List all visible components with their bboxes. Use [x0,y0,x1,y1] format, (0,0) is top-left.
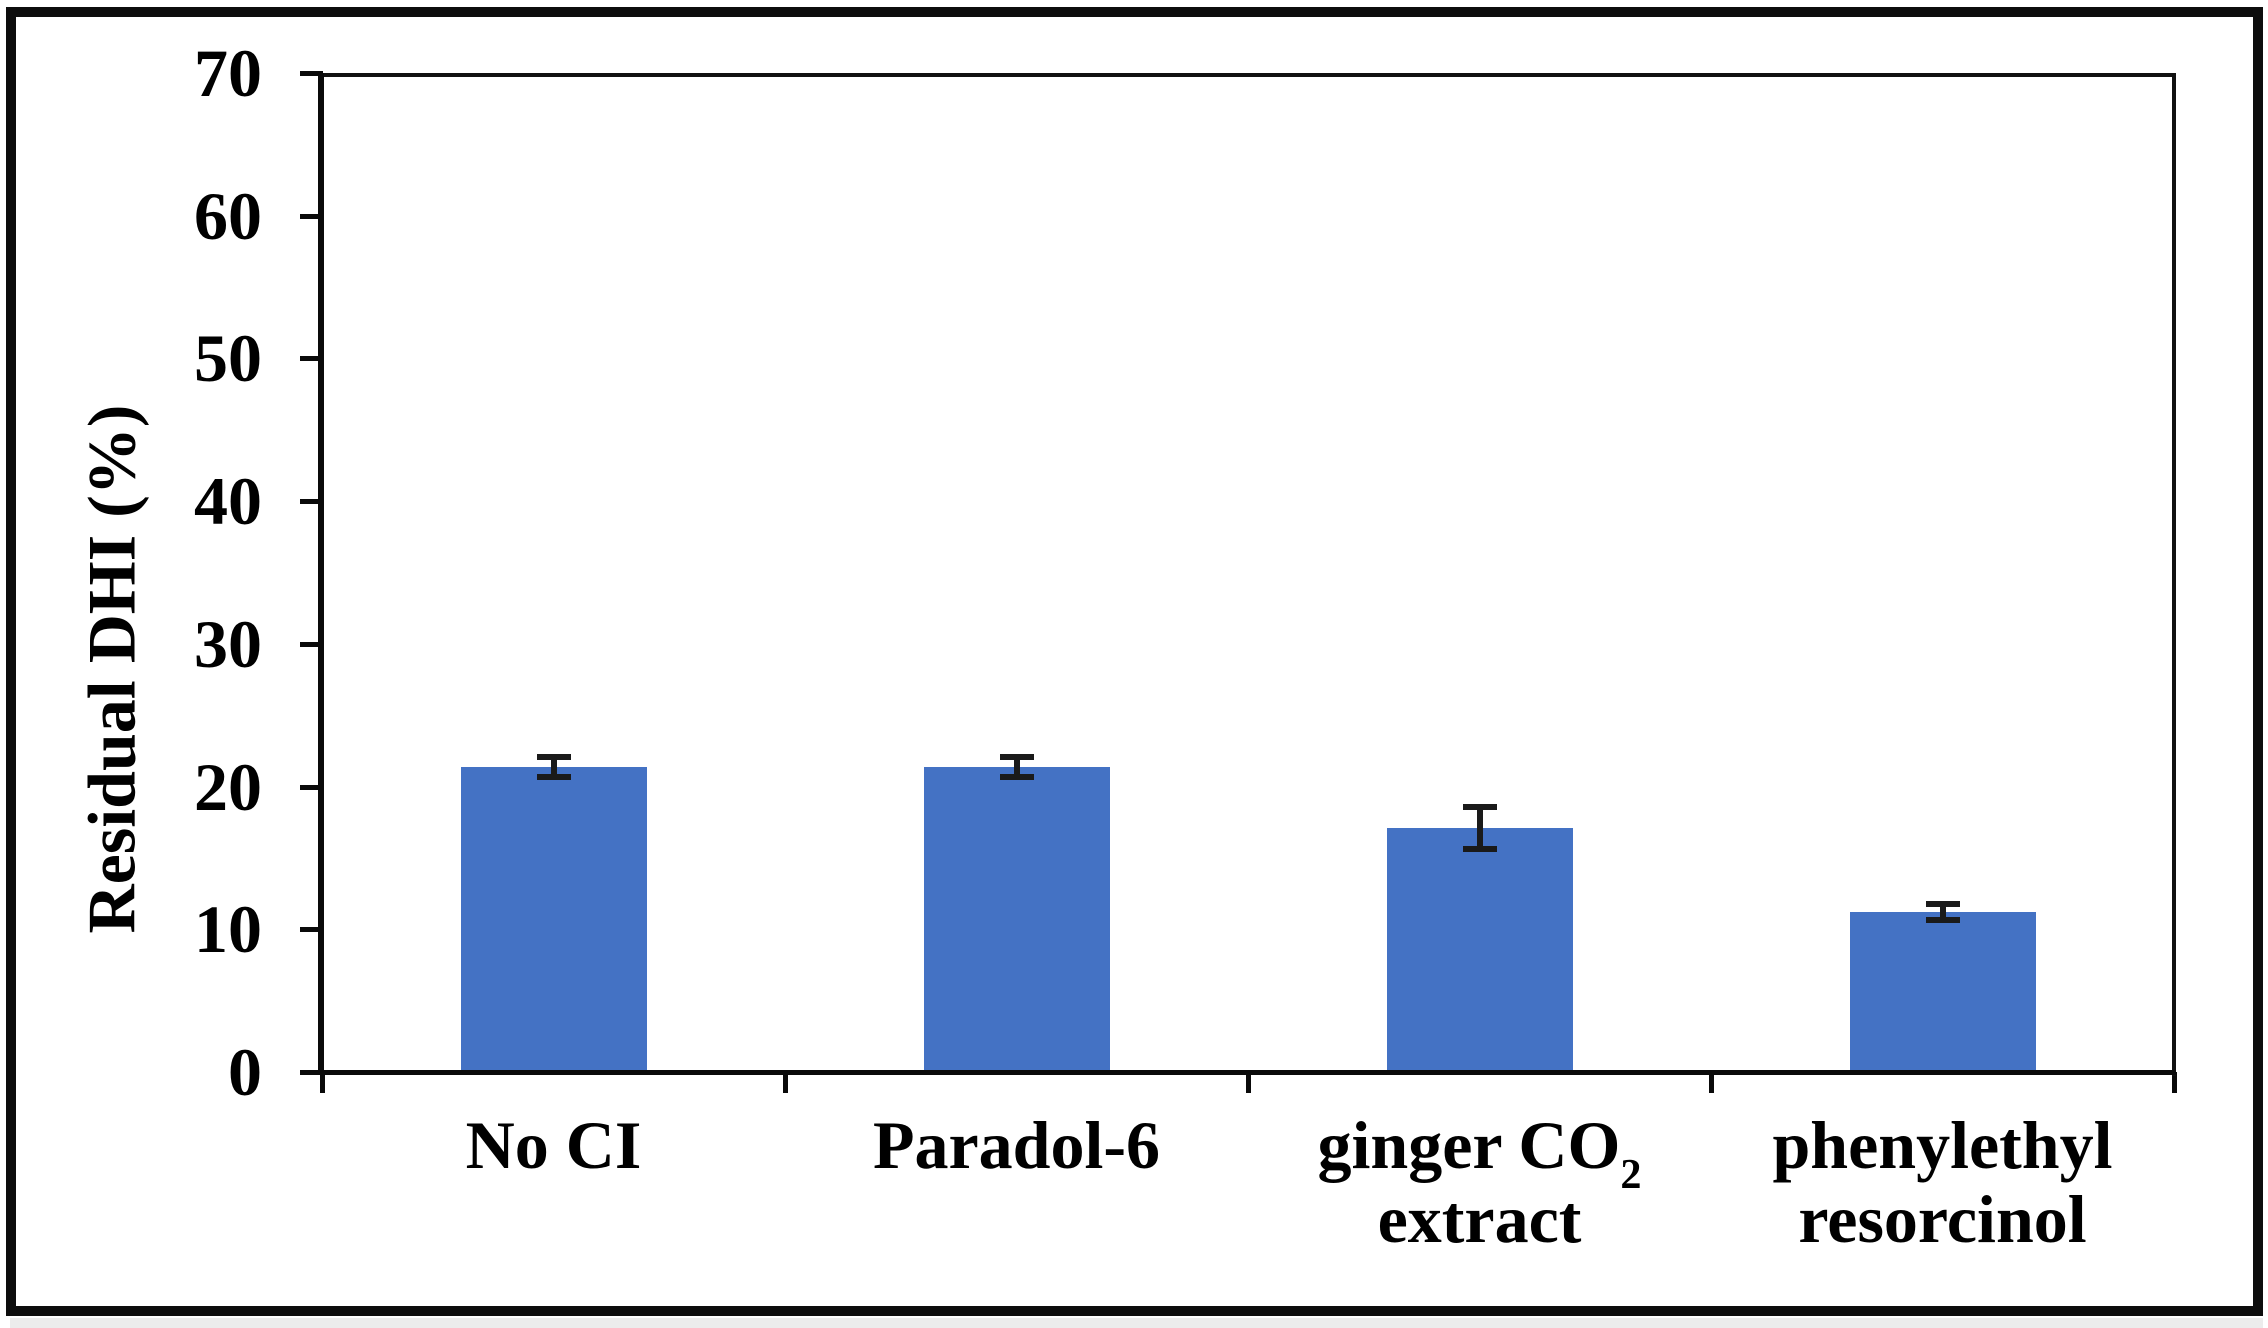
y-axis-tick [300,71,323,76]
y-axis-tick [300,641,323,647]
y-tick-label: 70 [194,35,262,111]
y-axis-line [318,73,324,1075]
error-bar-line [1013,756,1020,777]
y-axis-tick [300,784,323,790]
x-axis-tick [2172,1072,2177,1093]
y-tick-label: 20 [194,748,262,825]
error-bar-line [550,756,557,777]
x-axis-tick [783,1072,788,1093]
error-bar-bottom-cap [999,773,1034,780]
error-bar-top-cap [536,753,571,760]
error-bar-top-cap [1925,901,1960,908]
y-axis-tick [300,356,323,362]
y-tick-label: 60 [194,177,262,254]
error-bar-bottom-cap [1925,917,1960,923]
bar [460,766,647,1075]
bar [923,766,1110,1075]
error-bar-line [1939,904,1946,920]
y-axis-tick [300,927,323,933]
y-axis-tick [300,1070,323,1075]
y-tick-label: 50 [194,320,262,397]
figure-bottom-shadow [10,1318,2263,1328]
error-bar-bottom-cap [536,773,571,780]
error-bar-top-cap [999,753,1034,760]
bar [1386,827,1573,1075]
x-category-label: ginger CO2 extract [1317,1107,1642,1257]
error-bar-top-cap [1462,803,1497,810]
y-axis-tick [300,499,323,505]
x-axis-tick [320,1072,325,1093]
x-category-label: Paradol-6 [872,1107,1161,1183]
y-tick-label: 10 [194,891,262,968]
bar [1849,912,2036,1075]
x-axis-tick [1246,1072,1251,1093]
plot-area-right-border [2172,73,2176,1076]
x-axis-line [318,1070,2176,1075]
plot-area-top-border [318,73,2176,77]
y-tick-label: 40 [194,463,262,540]
y-tick-label: 30 [194,605,262,682]
x-category-label: phenylethyl resorcinol [1772,1107,2113,1257]
y-tick-label: 0 [228,1034,262,1110]
error-bar-bottom-cap [1462,846,1497,853]
y-axis-tick [300,213,323,219]
x-axis-tick [1709,1072,1714,1093]
error-bar-line [1476,806,1483,850]
x-category-label: No CI [465,1107,642,1183]
